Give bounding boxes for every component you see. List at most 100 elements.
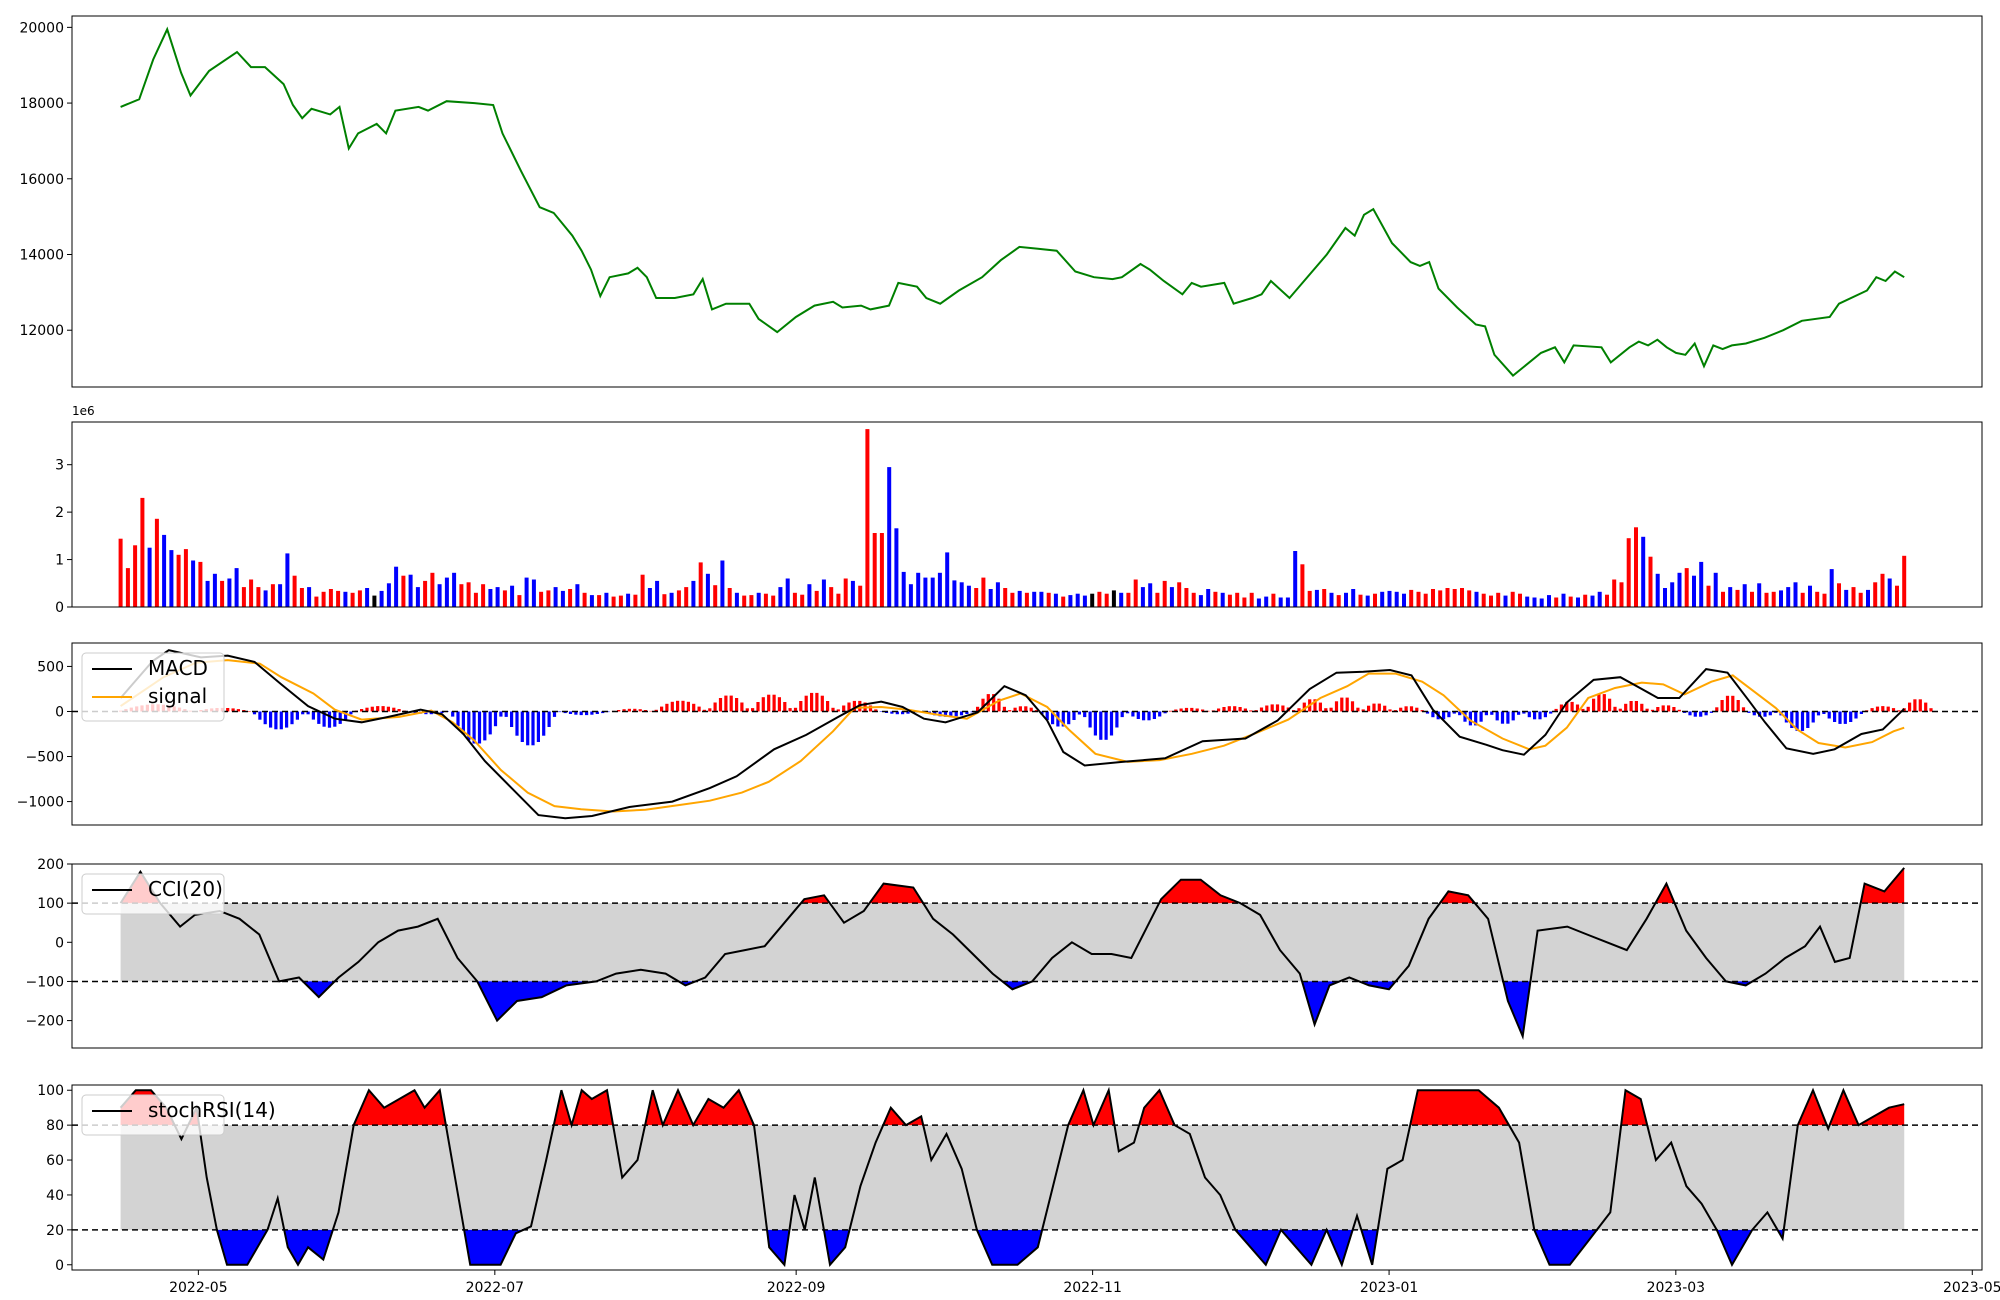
stochrsi-overbought-fill-13 <box>1410 1090 1509 1126</box>
macd-hist-bar-65 <box>467 711 471 741</box>
macd-hist-bar-128 <box>804 695 808 712</box>
price-yaxis: 12000 14000 16000 18000 20000 <box>19 20 72 339</box>
macd-hist-bar-254 <box>1479 711 1483 722</box>
stochrsi-oversold-fill-5 <box>976 1229 1043 1265</box>
volume-bar-200 <box>1568 596 1573 607</box>
volume-bar-81 <box>705 573 710 607</box>
macd-hist-bar-153 <box>938 711 942 717</box>
volume-bar-129 <box>1053 593 1058 607</box>
cci-ytick-label-3: 100 <box>37 896 64 912</box>
price-ytick-label-0: 12000 <box>19 323 64 339</box>
volume-bar-16 <box>234 568 239 607</box>
macd-hist-bar-214 <box>1265 705 1269 712</box>
volume-bar-125 <box>1024 592 1029 607</box>
volume-bar-207 <box>1619 582 1624 607</box>
macd-hist-bar-276 <box>1597 694 1601 712</box>
macd-hist-bar-262 <box>1522 711 1526 714</box>
price-panel: 12000 14000 16000 18000 20000 <box>19 15 1983 388</box>
macd-hist-bar-264 <box>1533 711 1537 720</box>
volume-bar-203 <box>1590 595 1595 607</box>
stochrsi-overbought-fill-17 <box>1858 1104 1905 1126</box>
macd-hist-bar-174 <box>1051 711 1055 725</box>
macd-hist-bar-38 <box>322 711 326 727</box>
macd-hist-bar-236 <box>1383 705 1387 712</box>
macd-hist-bar-100 <box>654 709 658 712</box>
cci-ytick-label-1: −100 <box>26 974 64 990</box>
macd-hist-bar-37 <box>317 711 321 724</box>
macd-hist-bar-112 <box>718 698 723 712</box>
macd-hist-bar-168 <box>1018 706 1022 712</box>
macd-hist-bar-335 <box>1913 699 1917 712</box>
macd-hist-bar-145 <box>895 711 899 715</box>
macd-hist-bar-199 <box>1184 707 1189 712</box>
volume-bar-127 <box>1039 591 1044 607</box>
volume-bar-117 <box>966 585 971 607</box>
volume-bar-102 <box>858 585 863 607</box>
macd-hist-bar-62 <box>451 711 455 717</box>
volume-bar-50 <box>481 584 486 607</box>
volume-bar-1 <box>125 568 130 607</box>
macd-hist-bar-197 <box>1174 709 1178 712</box>
macd-hist-bar-136 <box>847 702 851 712</box>
macd-hist-bar-33 <box>295 711 299 720</box>
macd-hist-bar-186 <box>1115 711 1119 728</box>
macd-hist-bar-89 <box>595 711 599 714</box>
macd-ytick-label-3: 500 <box>37 659 64 675</box>
macd-hist-bar-206 <box>1222 707 1226 712</box>
volume-bar-235 <box>1822 593 1827 607</box>
volume-bar-221 <box>1721 591 1725 607</box>
macd-hist-bar-290 <box>1672 707 1676 712</box>
volume-ytick-label-1: 1 <box>55 553 64 569</box>
macd-hist-bar-75 <box>520 711 524 742</box>
macd-hist-bar-66 <box>472 711 476 744</box>
macd-hist-bar-259 <box>1506 711 1510 724</box>
volume-bar-218 <box>1699 561 1704 607</box>
macd-hist-bar-285 <box>1645 708 1649 712</box>
volume-bar-88 <box>756 592 761 607</box>
macd-hist-bar-211 <box>1249 710 1253 712</box>
volume-bar-243 <box>1880 573 1885 607</box>
macd-hist-bar-30 <box>279 711 283 730</box>
volume-bar-47 <box>459 584 464 607</box>
macd-hist-bar-121 <box>767 694 771 712</box>
macd-hist-bar-109 <box>702 709 706 712</box>
stochrsi-oversold-fill-11 <box>1716 1229 1753 1265</box>
volume-bar-190 <box>1496 592 1501 607</box>
volume-bar-34 <box>365 588 370 607</box>
stochrsi-panel: 0 20 40 60 80 100 stochRSI(14) <box>37 1083 1983 1274</box>
volume-bar-138 <box>1119 592 1124 607</box>
volume-bar-193 <box>1518 593 1522 607</box>
cci-overbought-fill-1 <box>801 895 830 904</box>
volume-bar-240 <box>1858 592 1863 607</box>
stochrsi-legend: stochRSI(14) <box>81 1094 276 1136</box>
volume-bar-94 <box>800 594 805 607</box>
macd-hist-bar-269 <box>1559 704 1563 712</box>
volume-yaxis: 0 1 2 3 <box>55 458 72 616</box>
macd-hist-bar-99 <box>649 710 653 712</box>
macd-hist-bar-165 <box>1002 706 1006 712</box>
price-line <box>120 26 1905 377</box>
cci-line <box>119 867 1905 1041</box>
macd-hist-bar-147 <box>906 711 910 714</box>
macd-hist-bar-227 <box>1334 701 1339 712</box>
volume-bar-86 <box>742 595 747 607</box>
volume-bar-69 <box>618 595 623 607</box>
volume-bar-83 <box>720 560 725 607</box>
macd-hist-bar-332 <box>1897 710 1901 712</box>
macd-hist-bar-103 <box>670 701 674 712</box>
volume-bar-122 <box>1003 588 1008 607</box>
macd-hist-bar-286 <box>1650 709 1655 712</box>
volume-bar-201 <box>1576 597 1580 607</box>
macd-hist-bar-94 <box>622 709 626 712</box>
macd-hist-bar-131 <box>820 695 824 712</box>
volume-bar-96 <box>814 590 819 607</box>
volume-bar-24 <box>292 575 297 607</box>
macd-hist-bar-157 <box>959 711 964 716</box>
volume-bar-166 <box>1322 589 1327 607</box>
macd-yaxis: −1000 −500 0 500 <box>17 659 72 811</box>
volume-bar-61 <box>560 590 565 607</box>
macd-hist-bar-231 <box>1356 707 1360 712</box>
volume-bar-90 <box>771 595 776 607</box>
stochrsi-ytick-label-5: 100 <box>37 1083 64 1099</box>
volume-bar-105 <box>879 533 884 607</box>
